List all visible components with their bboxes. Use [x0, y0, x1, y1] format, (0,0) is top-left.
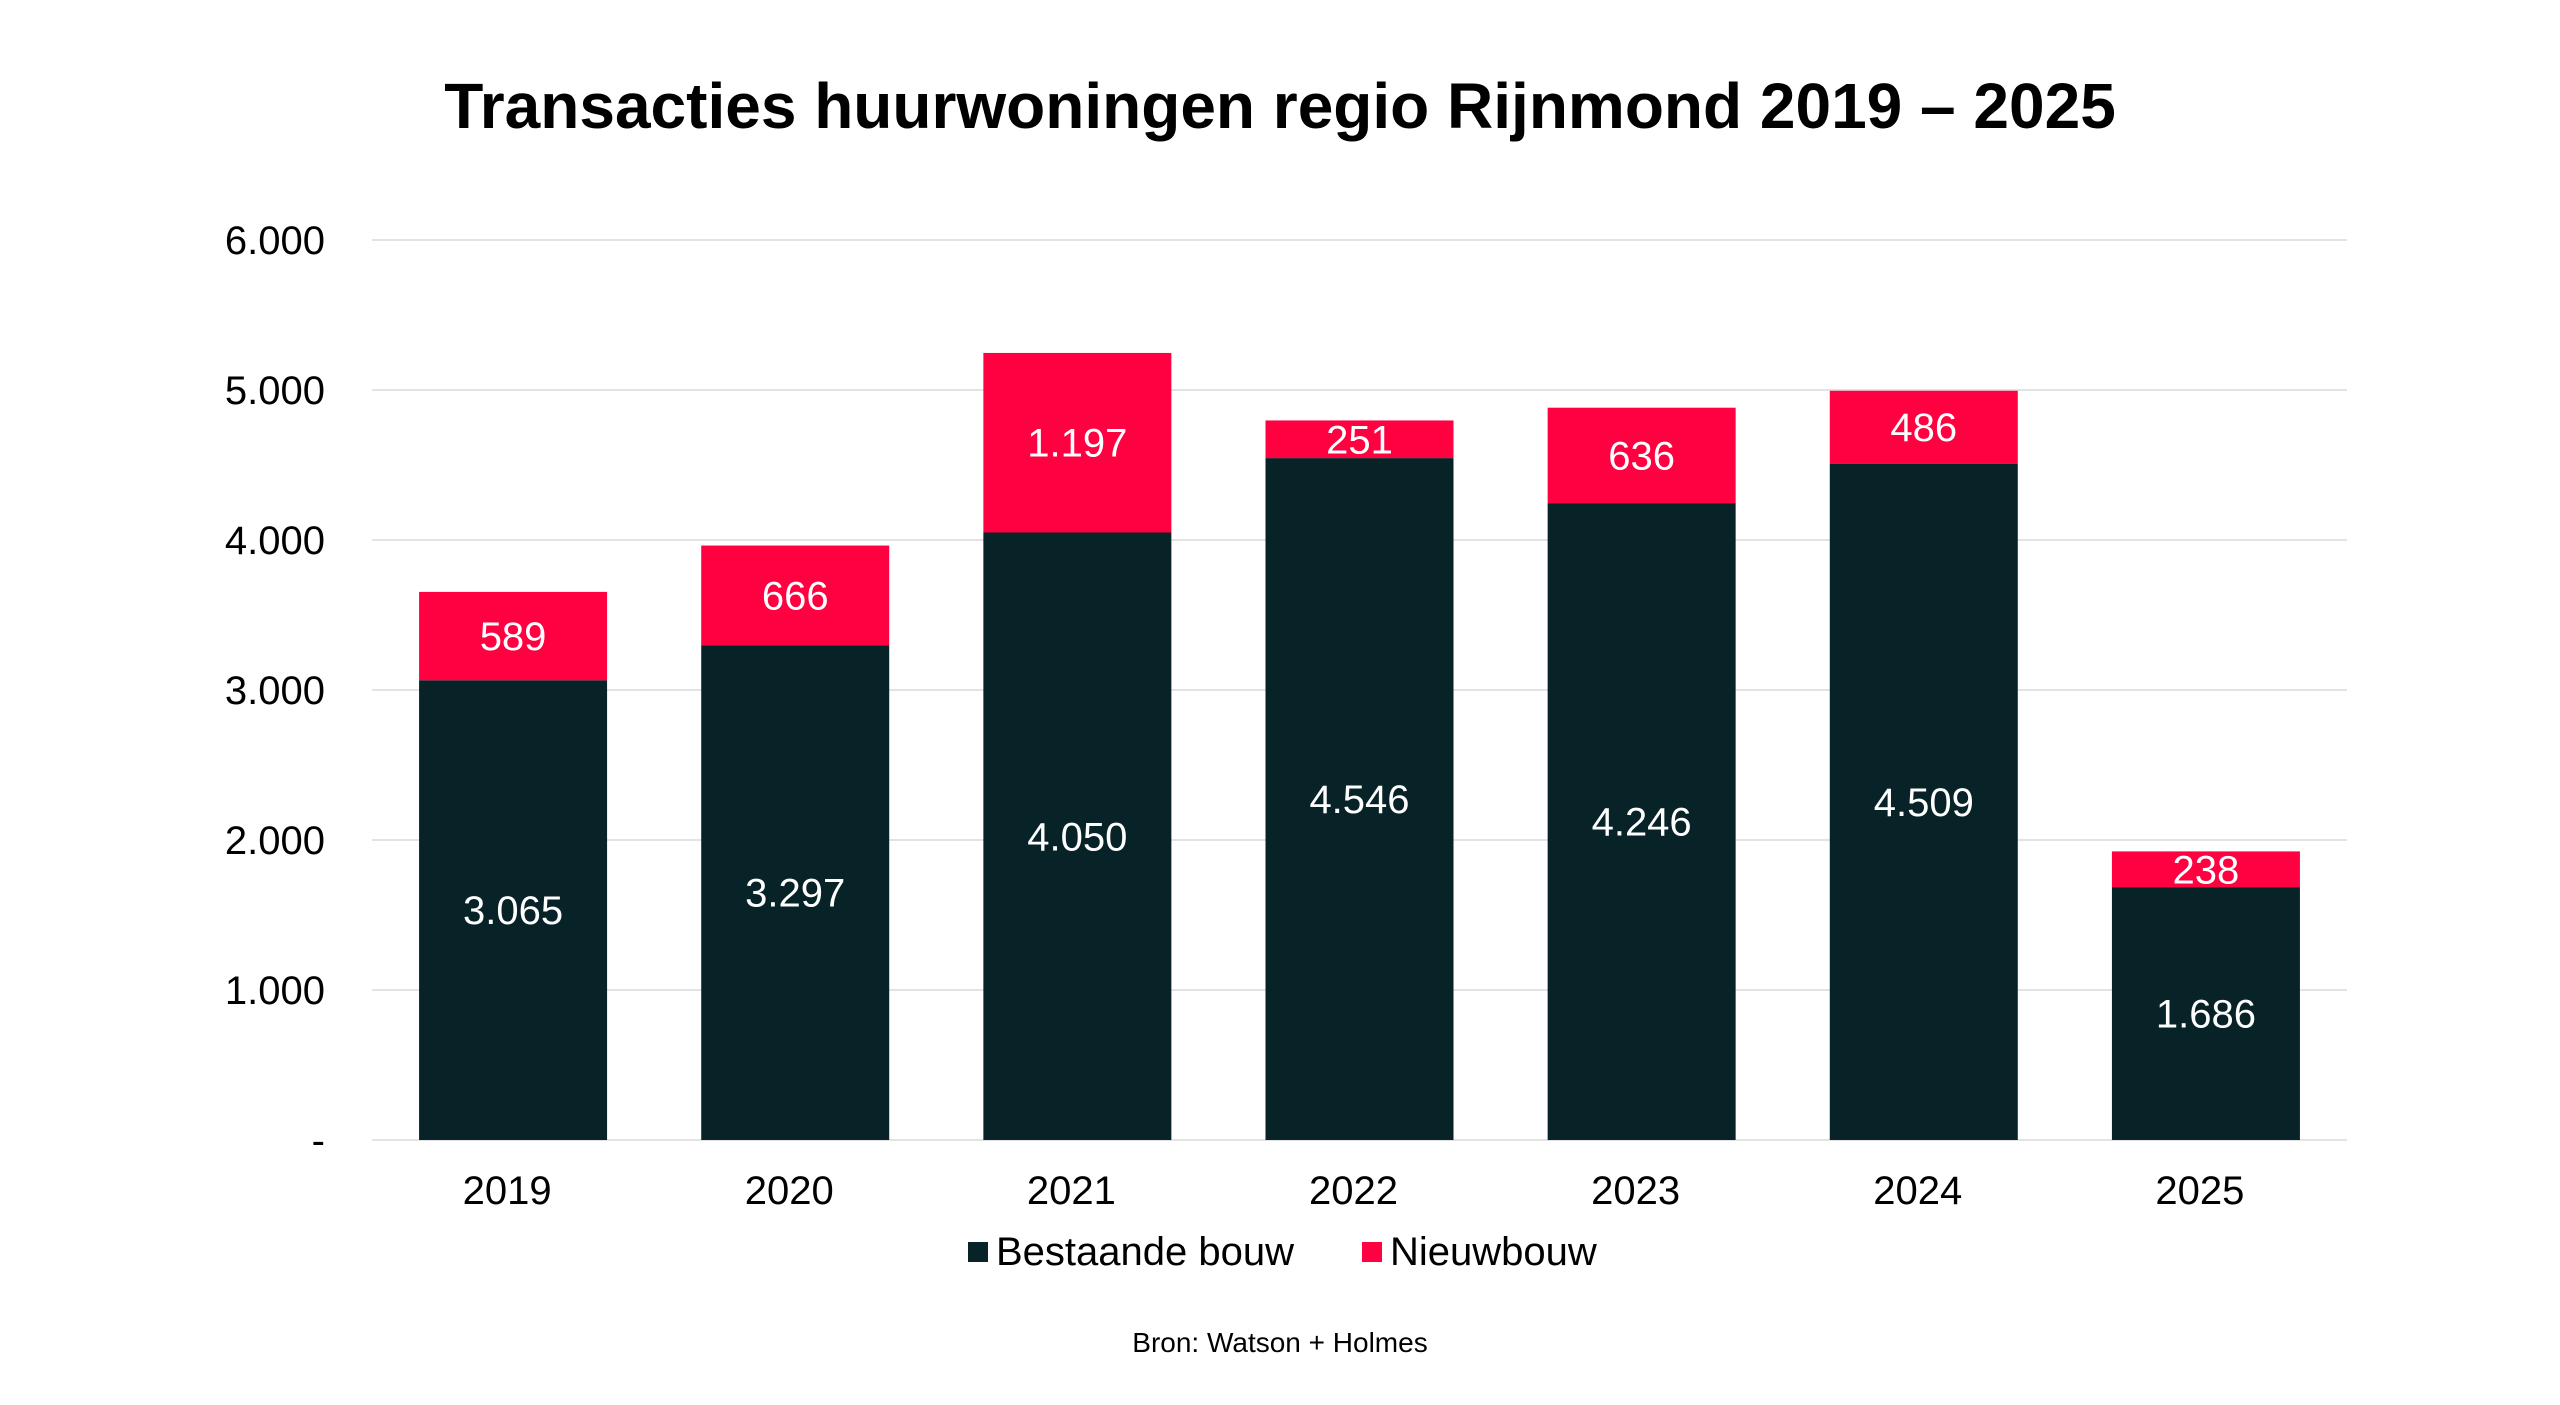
bar-bestaande-bouw-2019	[419, 680, 608, 1140]
data-label: 251	[1326, 418, 1393, 462]
bar-bestaande-bouw-2020	[701, 645, 890, 1140]
y-tick-label: 3.000	[225, 669, 325, 713]
bar-bestaande-bouw-2021	[983, 532, 1172, 1140]
bar-nieuwbouw-2023	[1547, 407, 1736, 504]
y-tick-label: 5.000	[225, 369, 325, 413]
y-tick-label: 1.000	[225, 969, 325, 1013]
y-tick-label: 6.000	[225, 219, 325, 263]
x-tick-label: 2020	[745, 1169, 834, 1213]
data-label: 4.050	[1027, 815, 1127, 859]
x-tick-label: 2024	[1873, 1169, 1962, 1213]
x-tick-label: 2021	[1027, 1169, 1116, 1213]
data-label: 4.546	[1309, 778, 1409, 822]
data-label: 589	[480, 615, 547, 659]
data-label: 3.065	[463, 889, 563, 933]
bar-bestaande-bouw-2025	[2111, 887, 2300, 1140]
bar-bestaande-bouw-2023	[1547, 503, 1736, 1141]
legend-label: Nieuwbouw	[1390, 1230, 1597, 1274]
data-label: 486	[1890, 406, 1957, 450]
y-tick-label: 2.000	[225, 819, 325, 863]
bar-bestaande-bouw-2024	[1829, 463, 2018, 1140]
data-label: 666	[762, 575, 829, 619]
source-note: Bron: Watson + Holmes	[1132, 1327, 1427, 1358]
bar-nieuwbouw-2025	[2111, 851, 2300, 888]
x-tick-label: 2025	[2155, 1169, 2244, 1213]
data-label: 1.197	[1027, 422, 1127, 466]
data-label: 4.246	[1592, 801, 1692, 845]
bar-nieuwbouw-2024	[1829, 390, 2018, 464]
chart-title: Transacties huurwoningen regio Rijnmond …	[444, 70, 2116, 142]
data-label: 238	[2173, 848, 2240, 892]
bar-bestaande-bouw-2022	[1265, 458, 1454, 1141]
bar-nieuwbouw-2019	[419, 591, 608, 681]
data-label: 1.686	[2156, 993, 2256, 1037]
bar-nieuwbouw-2020	[701, 545, 890, 646]
x-tick-label: 2019	[463, 1169, 552, 1213]
bar-nieuwbouw-2021	[983, 352, 1172, 533]
legend-swatch	[968, 1242, 988, 1262]
y-tick-label: 4.000	[225, 519, 325, 563]
y-tick-label: -	[312, 1119, 325, 1163]
data-label: 3.297	[745, 872, 845, 916]
legend-label: Bestaande bouw	[996, 1230, 1294, 1274]
legend-swatch	[1362, 1242, 1382, 1262]
data-label: 4.509	[1874, 781, 1974, 825]
x-tick-label: 2022	[1309, 1169, 1398, 1213]
data-label: 636	[1608, 434, 1675, 478]
x-tick-label: 2023	[1591, 1169, 1680, 1213]
legend: Bestaande bouw Nieuwbouw	[968, 1230, 1597, 1274]
bar-nieuwbouw-2022	[1265, 420, 1454, 459]
